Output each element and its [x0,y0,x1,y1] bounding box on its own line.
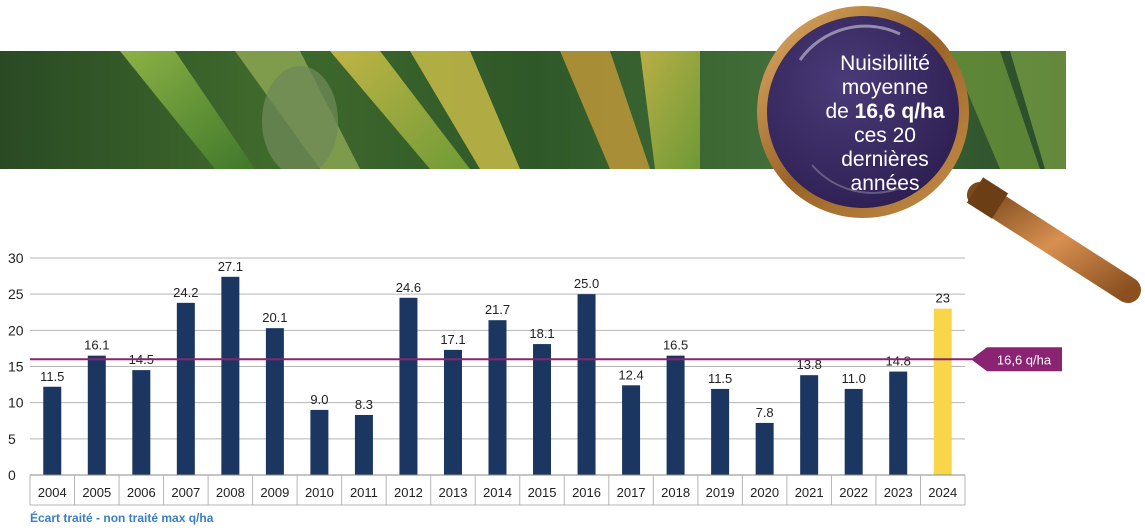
data-label: 21.7 [485,302,510,317]
x-tick-label: 2018 [661,485,690,500]
bar [844,388,863,475]
data-label: 20.1 [262,310,287,325]
bar [533,344,552,475]
y-tick-label: 30 [8,250,24,266]
x-tick-label: 2009 [260,485,289,500]
data-label: 11.5 [40,369,64,384]
x-tick-label: 2024 [928,485,957,500]
bar [889,371,908,475]
x-tick-label: 2023 [884,485,913,500]
callout-line: ces 20 [854,124,916,147]
bar [310,409,329,475]
data-label: 24.2 [173,285,198,300]
data-label: 25.0 [574,276,599,291]
data-label: 17.1 [440,332,465,347]
callout-line: Nuisibilité [840,52,930,75]
bar [711,388,730,475]
bar [666,355,685,475]
x-tick-label: 2008 [216,485,245,500]
callout-value: 16,6 q/ha [854,100,945,123]
bar [87,355,106,475]
data-label: 16.5 [663,338,688,353]
callout-line: moyenne [841,76,929,99]
bar [622,385,641,475]
y-tick-label: 0 [8,467,16,483]
x-tick-label: 2006 [127,485,156,500]
data-label: 12.4 [618,367,643,382]
footnote: Écart traité - non traité max q/ha [30,511,214,525]
x-tick-label: 2013 [439,485,468,500]
data-label: 18.1 [529,326,554,341]
callout-line: dernières [841,148,929,171]
data-label: 14.8 [886,354,911,369]
bar [399,297,418,475]
bar [755,422,774,475]
data-label: 11.5 [708,371,732,386]
data-label: 27.1 [218,259,243,274]
callout-text: Nuisibilité moyenne de 16,6 q/ha ces 20 … [792,52,978,196]
bar [443,349,462,475]
callout-prefix: de [825,100,855,123]
bar [800,375,819,475]
x-tick-label: 2011 [350,485,378,500]
x-tick-label: 2007 [171,485,200,500]
y-tick-label: 25 [8,286,24,302]
x-tick-label: 2005 [82,485,111,500]
bar [43,386,62,475]
callout-line: de 16,6 q/ha [792,100,978,124]
y-tick-label: 10 [8,395,24,411]
bar [933,308,952,475]
callout-line: années [850,172,920,195]
data-label: 11.0 [842,371,866,386]
x-tick-label: 2020 [750,485,779,500]
bars-group: 11.516.114.524.227.120.19.0 8.324.617.121… [40,259,952,475]
y-axis: 0 5 10 15 20 25 30 [8,250,24,483]
data-label: 7.8 [756,405,774,420]
data-label: 16.1 [84,338,109,353]
y-tick-label: 20 [8,322,24,338]
data-label: 13.8 [797,357,822,372]
x-tick-label: 2012 [394,485,423,500]
bar [132,370,151,475]
bar [221,276,240,475]
bar [577,294,596,475]
x-tick-label: 2014 [483,485,512,500]
bar [265,328,284,475]
x-tick-label: 2021 [795,485,824,500]
x-tick-label: 2017 [617,485,646,500]
data-label: 23 [936,291,950,306]
reference-line-group: 16,6 q/ha [30,347,1062,372]
x-axis: 2004 2005 2006 2007 2008 2009 2010 2011 2012 2013… [29,474,966,506]
x-tick-label: 2004 [38,485,67,500]
x-tick-label: 2015 [528,485,557,500]
data-label: 8.3 [355,397,373,412]
bar [354,414,373,475]
x-tick-label: 2016 [572,485,601,500]
data-label: 9.0 [310,392,328,407]
y-tick-label: 15 [8,359,24,375]
data-label: 24.6 [396,280,421,295]
x-tick-label: 2010 [305,485,334,500]
y-tick-label: 5 [8,431,16,447]
bar [176,302,195,475]
reference-label: 16,6 q/ha [997,352,1052,367]
reference-label-tag [971,347,1062,372]
x-tick-label: 2019 [706,485,735,500]
x-tick-label: 2022 [839,485,868,500]
